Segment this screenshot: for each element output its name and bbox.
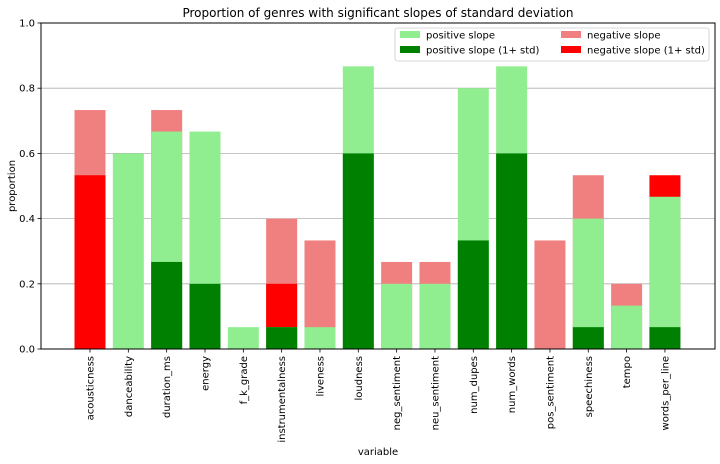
x-tick-label: num_dupes	[469, 356, 480, 414]
y-tick-label: 0.6	[19, 149, 35, 160]
x-axis-label: variable	[358, 447, 398, 458]
x-axis: acousticness danceability duration_ms energ…	[86, 349, 671, 443]
y-tick-label: 0.2	[19, 279, 35, 290]
bar-positive-slope-1-std-loudness	[342, 153, 374, 349]
bar-positive-slope-liveness	[304, 327, 336, 349]
bar-negative-slope-1-std-acousticness	[74, 175, 106, 349]
legend-box	[394, 27, 710, 62]
x-tick-label: loudness	[354, 356, 365, 401]
bar-positive-slope-neg-sentiment	[381, 283, 413, 349]
x-tick-label: words_per_line	[660, 356, 671, 430]
bars	[74, 66, 681, 350]
legend-label: positive slope (1+ std)	[426, 46, 539, 57]
bar-positive-slope-1-std-num-words	[496, 153, 528, 349]
bar-positive-slope-f-k-grade	[227, 327, 259, 349]
x-tick-label: pos_sentiment	[545, 356, 556, 429]
bar-negative-slope-pos-sentiment	[534, 240, 566, 349]
bar-positive-slope-1-std-num-dupes	[457, 240, 489, 349]
x-tick-label: acousticness	[86, 356, 97, 420]
y-tick-label: 0.0	[19, 345, 35, 356]
legend: positive slope positive slope (1+ std) neg…	[394, 27, 710, 62]
legend-swatch	[400, 31, 420, 38]
legend-swatch	[561, 31, 581, 38]
x-tick-label: danceability	[124, 356, 135, 417]
x-tick-label: neg_sentiment	[392, 356, 403, 430]
y-tick-label: 1.0	[19, 19, 35, 30]
bar-positive-slope-words-per-line	[649, 196, 681, 349]
y-axis-label: proportion	[7, 160, 18, 212]
plot-frame	[40, 22, 716, 350]
y-tick-label: 0.8	[19, 84, 35, 95]
legend-label: positive slope	[426, 31, 495, 42]
x-tick-label: liveness	[315, 356, 326, 397]
legend-swatch	[561, 46, 581, 53]
x-tick-label: tempo	[622, 356, 633, 388]
bar-positive-slope-1-std-words-per-line	[649, 327, 681, 349]
y-axis: 0.0 0.2 0.4 0.6 0.8 1.0	[19, 19, 41, 356]
chart-title: Proportion of genres with significant sl…	[182, 6, 573, 20]
bar-positive-slope-danceability	[112, 153, 144, 349]
legend-label: negative slope	[587, 31, 661, 42]
bar-positive-slope-1-std-duration-ms	[151, 261, 183, 349]
legend-label: negative slope (1+ std)	[587, 46, 705, 57]
bar-positive-slope-1-std-energy	[189, 283, 221, 349]
bar-positive-slope-neu-sentiment	[419, 283, 451, 349]
x-tick-label: neu_sentiment	[430, 356, 441, 430]
bar-positive-slope-tempo	[611, 305, 643, 349]
legend-swatch	[400, 46, 420, 53]
x-tick-label: duration_ms	[162, 356, 173, 418]
x-tick-label: num_words	[507, 356, 518, 413]
bar-positive-slope-1-std-instrumentalness	[266, 327, 298, 349]
x-tick-label: energy	[200, 356, 211, 391]
x-tick-label: f_k_grade	[239, 356, 250, 404]
y-tick-label: 0.4	[19, 214, 35, 225]
x-tick-label: instrumentalness	[277, 356, 288, 443]
x-tick-label: speechiness	[584, 356, 595, 417]
bar-positive-slope-1-std-speechiness	[572, 327, 604, 349]
